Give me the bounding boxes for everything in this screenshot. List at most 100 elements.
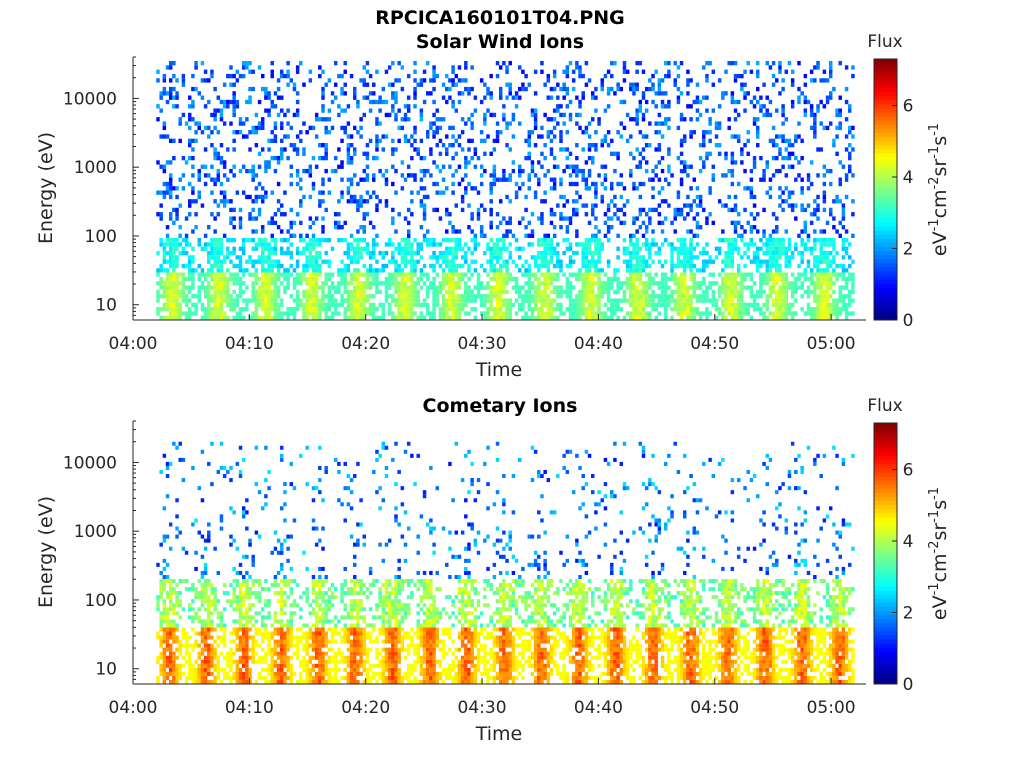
heatmap-cell (828, 168, 833, 174)
heatmap-cell (175, 216, 179, 221)
heatmap-cell (425, 229, 430, 234)
heatmap-cell (330, 311, 335, 316)
heatmap-cell (644, 259, 649, 264)
heatmap-cell (543, 82, 547, 87)
heatmap-cell (241, 121, 246, 126)
heatmap-cell (816, 302, 820, 308)
heatmap-cell (321, 237, 325, 243)
heatmap-cell (267, 160, 271, 165)
heatmap-cell (749, 177, 754, 182)
heatmap-cell (394, 315, 398, 320)
heatmap-cell (441, 298, 446, 303)
heatmap-cell (733, 160, 738, 165)
heatmap-cell (736, 212, 741, 217)
heatmap-cell (473, 285, 478, 290)
heatmap-cell (419, 203, 424, 208)
heatmap-cell (172, 631, 176, 636)
heatmap-cell (794, 216, 798, 221)
heatmap-cell (590, 298, 595, 303)
heatmap-cell (692, 177, 696, 182)
heatmap-cell (318, 143, 322, 148)
heatmap-cell (302, 289, 306, 295)
heatmap-cell (248, 237, 252, 243)
heatmap-cell (194, 199, 198, 204)
heatmap-cell (711, 173, 716, 178)
heatmap-cell (216, 302, 221, 308)
heatmap-cell (368, 255, 373, 260)
heatmap-cell (168, 276, 173, 282)
heatmap-cell (692, 199, 696, 204)
heatmap-cell (210, 311, 214, 316)
heatmap-cell (657, 259, 662, 264)
heatmap-cell (803, 73, 808, 79)
heatmap-cell (207, 78, 211, 83)
heatmap-cell (629, 298, 633, 303)
heatmap-cell (600, 294, 604, 299)
heatmap-cell (359, 307, 363, 312)
heatmap-cell (314, 268, 319, 273)
heatmap-cell (689, 268, 693, 273)
heatmap-cell (721, 91, 725, 96)
heatmap-cell (832, 289, 836, 295)
heatmap-cell (790, 272, 795, 277)
heatmap-cell (584, 272, 589, 277)
heatmap-cell (657, 190, 662, 195)
heatmap-cell (391, 216, 395, 221)
heatmap-cell (600, 289, 604, 295)
heatmap-cell (375, 143, 379, 148)
heatmap-cell (708, 285, 712, 290)
heatmap-cell (410, 246, 414, 251)
heatmap-cell (781, 302, 785, 308)
heatmap-cell (552, 276, 557, 282)
heatmap-cell (397, 289, 401, 295)
colorbar-swatch (874, 283, 897, 288)
heatmap-cell (581, 246, 585, 251)
heatmap-cell (168, 679, 173, 684)
heatmap-cell (590, 315, 595, 320)
heatmap-cell (676, 155, 681, 161)
heatmap-cell (844, 315, 849, 320)
heatmap-cell (581, 91, 585, 96)
heatmap-cell (565, 246, 570, 251)
heatmap-cell (756, 117, 760, 122)
heatmap-cell (559, 134, 563, 139)
heatmap-cell (717, 143, 722, 148)
heatmap-cell (289, 181, 294, 187)
heatmap-cell (600, 143, 604, 148)
heatmap-cell (359, 199, 363, 204)
heatmap-cell (324, 302, 328, 308)
heatmap-cell (657, 112, 662, 118)
heatmap-cell (784, 311, 789, 316)
heatmap-cell (498, 307, 503, 312)
heatmap-cell (660, 281, 665, 286)
heatmap-cell (514, 237, 519, 243)
heatmap-cell (435, 294, 439, 299)
heatmap-cell (362, 272, 366, 277)
heatmap-cell (425, 289, 430, 295)
heatmap-cell (800, 259, 804, 264)
heatmap-cell (441, 143, 446, 148)
heatmap-cell (175, 95, 179, 100)
heatmap-cell (838, 289, 842, 295)
heatmap-cell (378, 281, 382, 286)
heatmap-cell (759, 285, 763, 290)
heatmap-cell (476, 190, 481, 195)
heatmap-cell (267, 95, 271, 100)
heatmap-cell (727, 242, 731, 247)
heatmap-cell (521, 86, 525, 92)
heatmap-cell (733, 302, 738, 308)
heatmap-cell (508, 173, 512, 178)
heatmap-cell (638, 311, 643, 316)
heatmap-cell (527, 130, 531, 135)
heatmap-cell (197, 173, 201, 178)
heatmap-cell (445, 255, 449, 260)
heatmap-cell (543, 173, 547, 178)
heatmap-cell (232, 173, 236, 178)
heatmap-cell (165, 655, 170, 660)
heatmap-cell (784, 173, 789, 178)
heatmap-cell (794, 246, 798, 251)
heatmap-cell (771, 155, 776, 161)
heatmap-cell (270, 130, 274, 135)
heatmap-cell (372, 250, 376, 256)
y-tick-label: 10 (95, 296, 117, 316)
